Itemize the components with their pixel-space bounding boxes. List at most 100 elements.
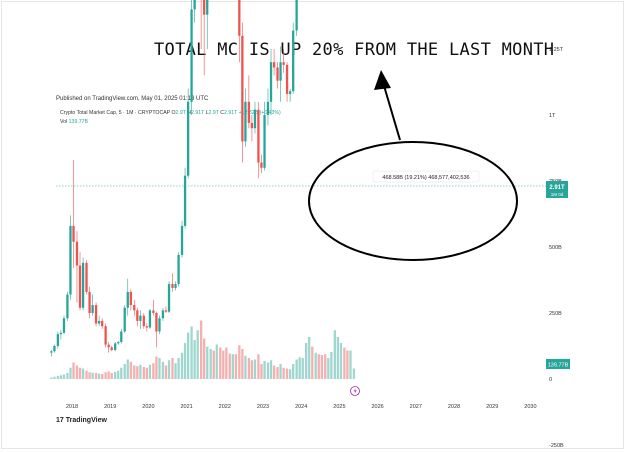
volume-bar (253, 359, 257, 379)
candle (53, 344, 56, 353)
measure-label-box (372, 170, 480, 183)
highlight-ellipse (308, 141, 518, 261)
volume-bar (114, 371, 117, 380)
price-badge-value: 2.91T (549, 185, 565, 191)
candle (94, 302, 98, 327)
headline-annotation: TOTAL MC IS UP 20% FROM THE LAST MONTH (154, 40, 555, 60)
candle (266, 88, 270, 126)
volume-bar (339, 343, 343, 379)
candle (263, 101, 266, 171)
volume-bar (234, 354, 238, 379)
volume-bar (269, 360, 273, 379)
volume-bar (260, 364, 263, 379)
volume-bar (78, 367, 82, 379)
candle (276, 62, 279, 89)
x-tick-label: 2021 (180, 404, 192, 410)
volume-bar (279, 364, 282, 379)
volume-bar (177, 358, 180, 379)
y-tick-label: 0 (549, 377, 552, 383)
symbol-name: Crypto Total Market Cap, 5 · 1M · CRYPTO… (60, 110, 171, 116)
volume-bar (266, 362, 270, 379)
volume-bar (75, 365, 79, 379)
volume-bar (180, 352, 184, 379)
candle (142, 313, 145, 329)
volume-bar (66, 373, 69, 379)
volume-bar (209, 349, 212, 379)
tradingview-logo: 17 TradingView (56, 417, 107, 424)
price-range-measure[interactable]: 468.58B (19.21%) 468,577,402,536 (372, 0, 480, 183)
ohlc-change-value: +12.32B (+0.43%) (238, 110, 281, 116)
volume-bar (212, 350, 215, 379)
candle (75, 231, 79, 303)
candle (183, 167, 187, 229)
candle (101, 318, 104, 329)
candle (241, 22, 244, 163)
volume-bar (142, 367, 145, 379)
volume-bar (104, 372, 107, 379)
ohlc-close-value: 2.91T (224, 110, 238, 116)
candle (155, 311, 158, 348)
candle (272, 49, 276, 76)
tradingview-wordmark: TradingView (65, 417, 107, 424)
candle (285, 62, 289, 102)
candle (257, 101, 260, 179)
volume-bar (174, 363, 177, 379)
candle (139, 310, 142, 329)
volume-bar (171, 358, 174, 379)
volume-bar (164, 365, 168, 379)
volume-bar (193, 340, 196, 379)
y-tick-label: -250B (549, 443, 564, 449)
volume-legend: Vol 139.77B (60, 119, 88, 125)
candle (66, 291, 69, 321)
candle (295, 0, 298, 36)
volume-bar (196, 330, 199, 379)
candle (158, 315, 161, 335)
volume-badge: 139.77B (546, 359, 570, 369)
volume-bar (314, 352, 317, 379)
candle (193, 0, 196, 23)
y-tick-label: 250B (549, 311, 562, 317)
volume-bar (97, 373, 101, 379)
volume-bar (145, 367, 149, 379)
published-note: Published on TradingView.com, May 01, 20… (56, 96, 209, 102)
candle (62, 315, 66, 335)
volume-bar (352, 368, 356, 379)
candle (78, 252, 82, 311)
volume-bar (56, 376, 60, 379)
volume-bar (126, 359, 129, 379)
volume-bar (72, 362, 75, 379)
event-marker-icon[interactable] (350, 386, 360, 396)
price-badge-sub: 1M 0d (551, 192, 564, 197)
volume-bar (183, 343, 187, 379)
volume-bar (62, 374, 66, 379)
volume-bar (288, 369, 292, 379)
volume-bar (276, 367, 279, 379)
candle (244, 88, 247, 147)
volume-bar (285, 368, 289, 379)
volume-bar (311, 346, 314, 379)
volume-bar (349, 350, 352, 379)
volume-bar (59, 375, 63, 379)
volume-bar (148, 364, 152, 379)
volume-bar (238, 345, 241, 379)
candle (104, 323, 107, 348)
candle (72, 159, 75, 269)
y-axis-ticks: 4T3.75T3.5T3.25T3T2.75T2.5T2.25T2T1.75T1… (549, 47, 564, 449)
volume-bar (292, 364, 295, 379)
candle (69, 215, 72, 300)
candle (288, 88, 292, 102)
volume-bar (346, 350, 349, 379)
y-tick-label: 500B (549, 245, 562, 251)
x-tick-label: 2020 (142, 404, 154, 410)
volume-bar (327, 358, 330, 379)
volume-bar (94, 373, 98, 379)
candle (117, 340, 120, 345)
volume-bar (282, 367, 285, 379)
volume-bar (91, 372, 94, 380)
volume-bar (295, 359, 298, 379)
x-tick-label: 2019 (104, 404, 116, 410)
pointer-arrow (381, 78, 401, 141)
volume-bar (129, 361, 132, 379)
